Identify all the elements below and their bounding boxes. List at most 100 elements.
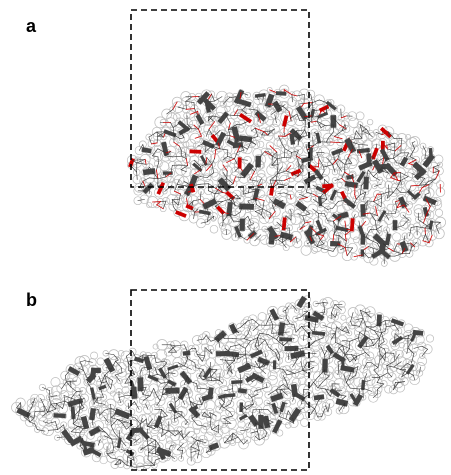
- contact-force: [166, 132, 174, 135]
- figure: a b: [0, 0, 451, 475]
- contact-force: [387, 143, 395, 145]
- contact-force: [364, 362, 368, 369]
- contact-force: [260, 333, 269, 334]
- particle: [341, 315, 346, 320]
- particle: [51, 378, 60, 387]
- contact-force: [387, 366, 388, 373]
- contact-force: [92, 430, 97, 433]
- contact-force: [175, 345, 184, 346]
- contact-force: [57, 437, 64, 438]
- contact-force: [181, 390, 185, 397]
- particle: [435, 209, 442, 216]
- contact-force: [175, 191, 181, 194]
- contact-force: [206, 370, 210, 376]
- contact-force: [302, 326, 308, 327]
- contact-force: [152, 143, 158, 144]
- contact-force: [172, 156, 181, 157]
- contact-force: [381, 198, 382, 207]
- contact-force: [224, 395, 233, 396]
- contact-force: [259, 340, 265, 346]
- particle: [392, 233, 400, 241]
- contact-force: [297, 94, 304, 96]
- particle: [356, 112, 364, 120]
- contact-force: [281, 389, 289, 390]
- contact-force: [351, 321, 353, 325]
- contact-force: [205, 397, 211, 399]
- particle: [337, 182, 342, 187]
- contact-force: [148, 445, 149, 453]
- contact-force: [338, 228, 347, 230]
- contact-force: [318, 135, 320, 142]
- contact-force: [138, 199, 145, 200]
- contact-force: [169, 366, 176, 368]
- contact-force: [283, 235, 289, 237]
- contact-force: [92, 411, 93, 417]
- contact-force: [119, 439, 120, 446]
- contact-force: [220, 374, 221, 381]
- particle: [414, 205, 423, 214]
- contact-force: [204, 335, 207, 339]
- contact-force: [185, 422, 187, 424]
- contact-force: [410, 227, 412, 236]
- contact-force: [186, 159, 187, 166]
- contact-force: [408, 348, 414, 354]
- contact-force: [73, 408, 74, 417]
- contact-force: [56, 415, 64, 416]
- contact-force: [147, 426, 154, 428]
- contact-force: [313, 137, 314, 146]
- contact-force: [436, 222, 440, 226]
- contact-force: [127, 457, 128, 466]
- contact-force: [137, 359, 142, 361]
- contact-force: [107, 361, 111, 369]
- contact-force: [284, 149, 285, 158]
- contact-force: [144, 150, 149, 151]
- contact-force: [229, 205, 230, 214]
- contact-force: [147, 359, 150, 367]
- particle: [97, 358, 104, 365]
- contact-force: [76, 391, 82, 392]
- contact-force: [245, 341, 250, 348]
- contact-force: [201, 177, 207, 178]
- contact-force: [219, 135, 223, 143]
- contact-force: [350, 388, 359, 389]
- contact-force: [331, 142, 340, 143]
- contact-force: [387, 236, 388, 243]
- contact-force: [146, 171, 153, 172]
- contact-force: [329, 347, 332, 351]
- contact-force: [230, 412, 232, 416]
- contact-force: [283, 310, 286, 311]
- contact-force: [403, 245, 405, 249]
- contact-force: [206, 202, 213, 206]
- contact-force: [318, 159, 319, 167]
- contact-force: [290, 195, 291, 199]
- contact-force: [285, 149, 292, 153]
- contact-force: [224, 389, 232, 391]
- contact-force: [225, 360, 234, 361]
- contact-force: [51, 404, 56, 409]
- contact-force: [341, 215, 346, 216]
- contact-force: [375, 221, 376, 230]
- contact-force: [366, 312, 371, 313]
- contact-force: [161, 201, 167, 202]
- contact-force: [141, 430, 147, 437]
- contact-force: [320, 198, 321, 205]
- contact-force: [266, 384, 267, 388]
- contact-force: [71, 369, 77, 372]
- particle: [230, 441, 235, 446]
- contact-force: [113, 447, 114, 452]
- contact-force: [181, 129, 187, 133]
- contact-force: [324, 167, 325, 171]
- contact-force: [219, 208, 223, 212]
- contact-force: [403, 223, 405, 225]
- contact-force: [278, 193, 284, 194]
- contact-force: [201, 184, 209, 185]
- contact-force: [362, 164, 370, 167]
- contact-force: [397, 188, 401, 192]
- contact-force: [312, 111, 313, 116]
- contact-force: [119, 395, 127, 397]
- contact-force: [146, 419, 147, 426]
- contact-force: [333, 165, 335, 173]
- contact-force: [157, 136, 158, 143]
- contact-force: [266, 419, 267, 425]
- contact-force: [281, 325, 282, 332]
